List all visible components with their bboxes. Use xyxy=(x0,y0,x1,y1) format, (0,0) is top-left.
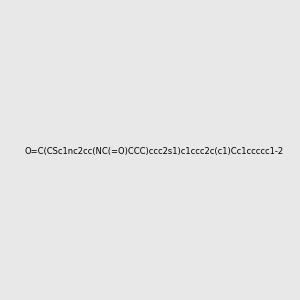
Text: O=C(CSc1nc2cc(NC(=O)CCC)ccc2s1)c1ccc2c(c1)Cc1ccccc1-2: O=C(CSc1nc2cc(NC(=O)CCC)ccc2s1)c1ccc2c(c… xyxy=(24,147,283,156)
